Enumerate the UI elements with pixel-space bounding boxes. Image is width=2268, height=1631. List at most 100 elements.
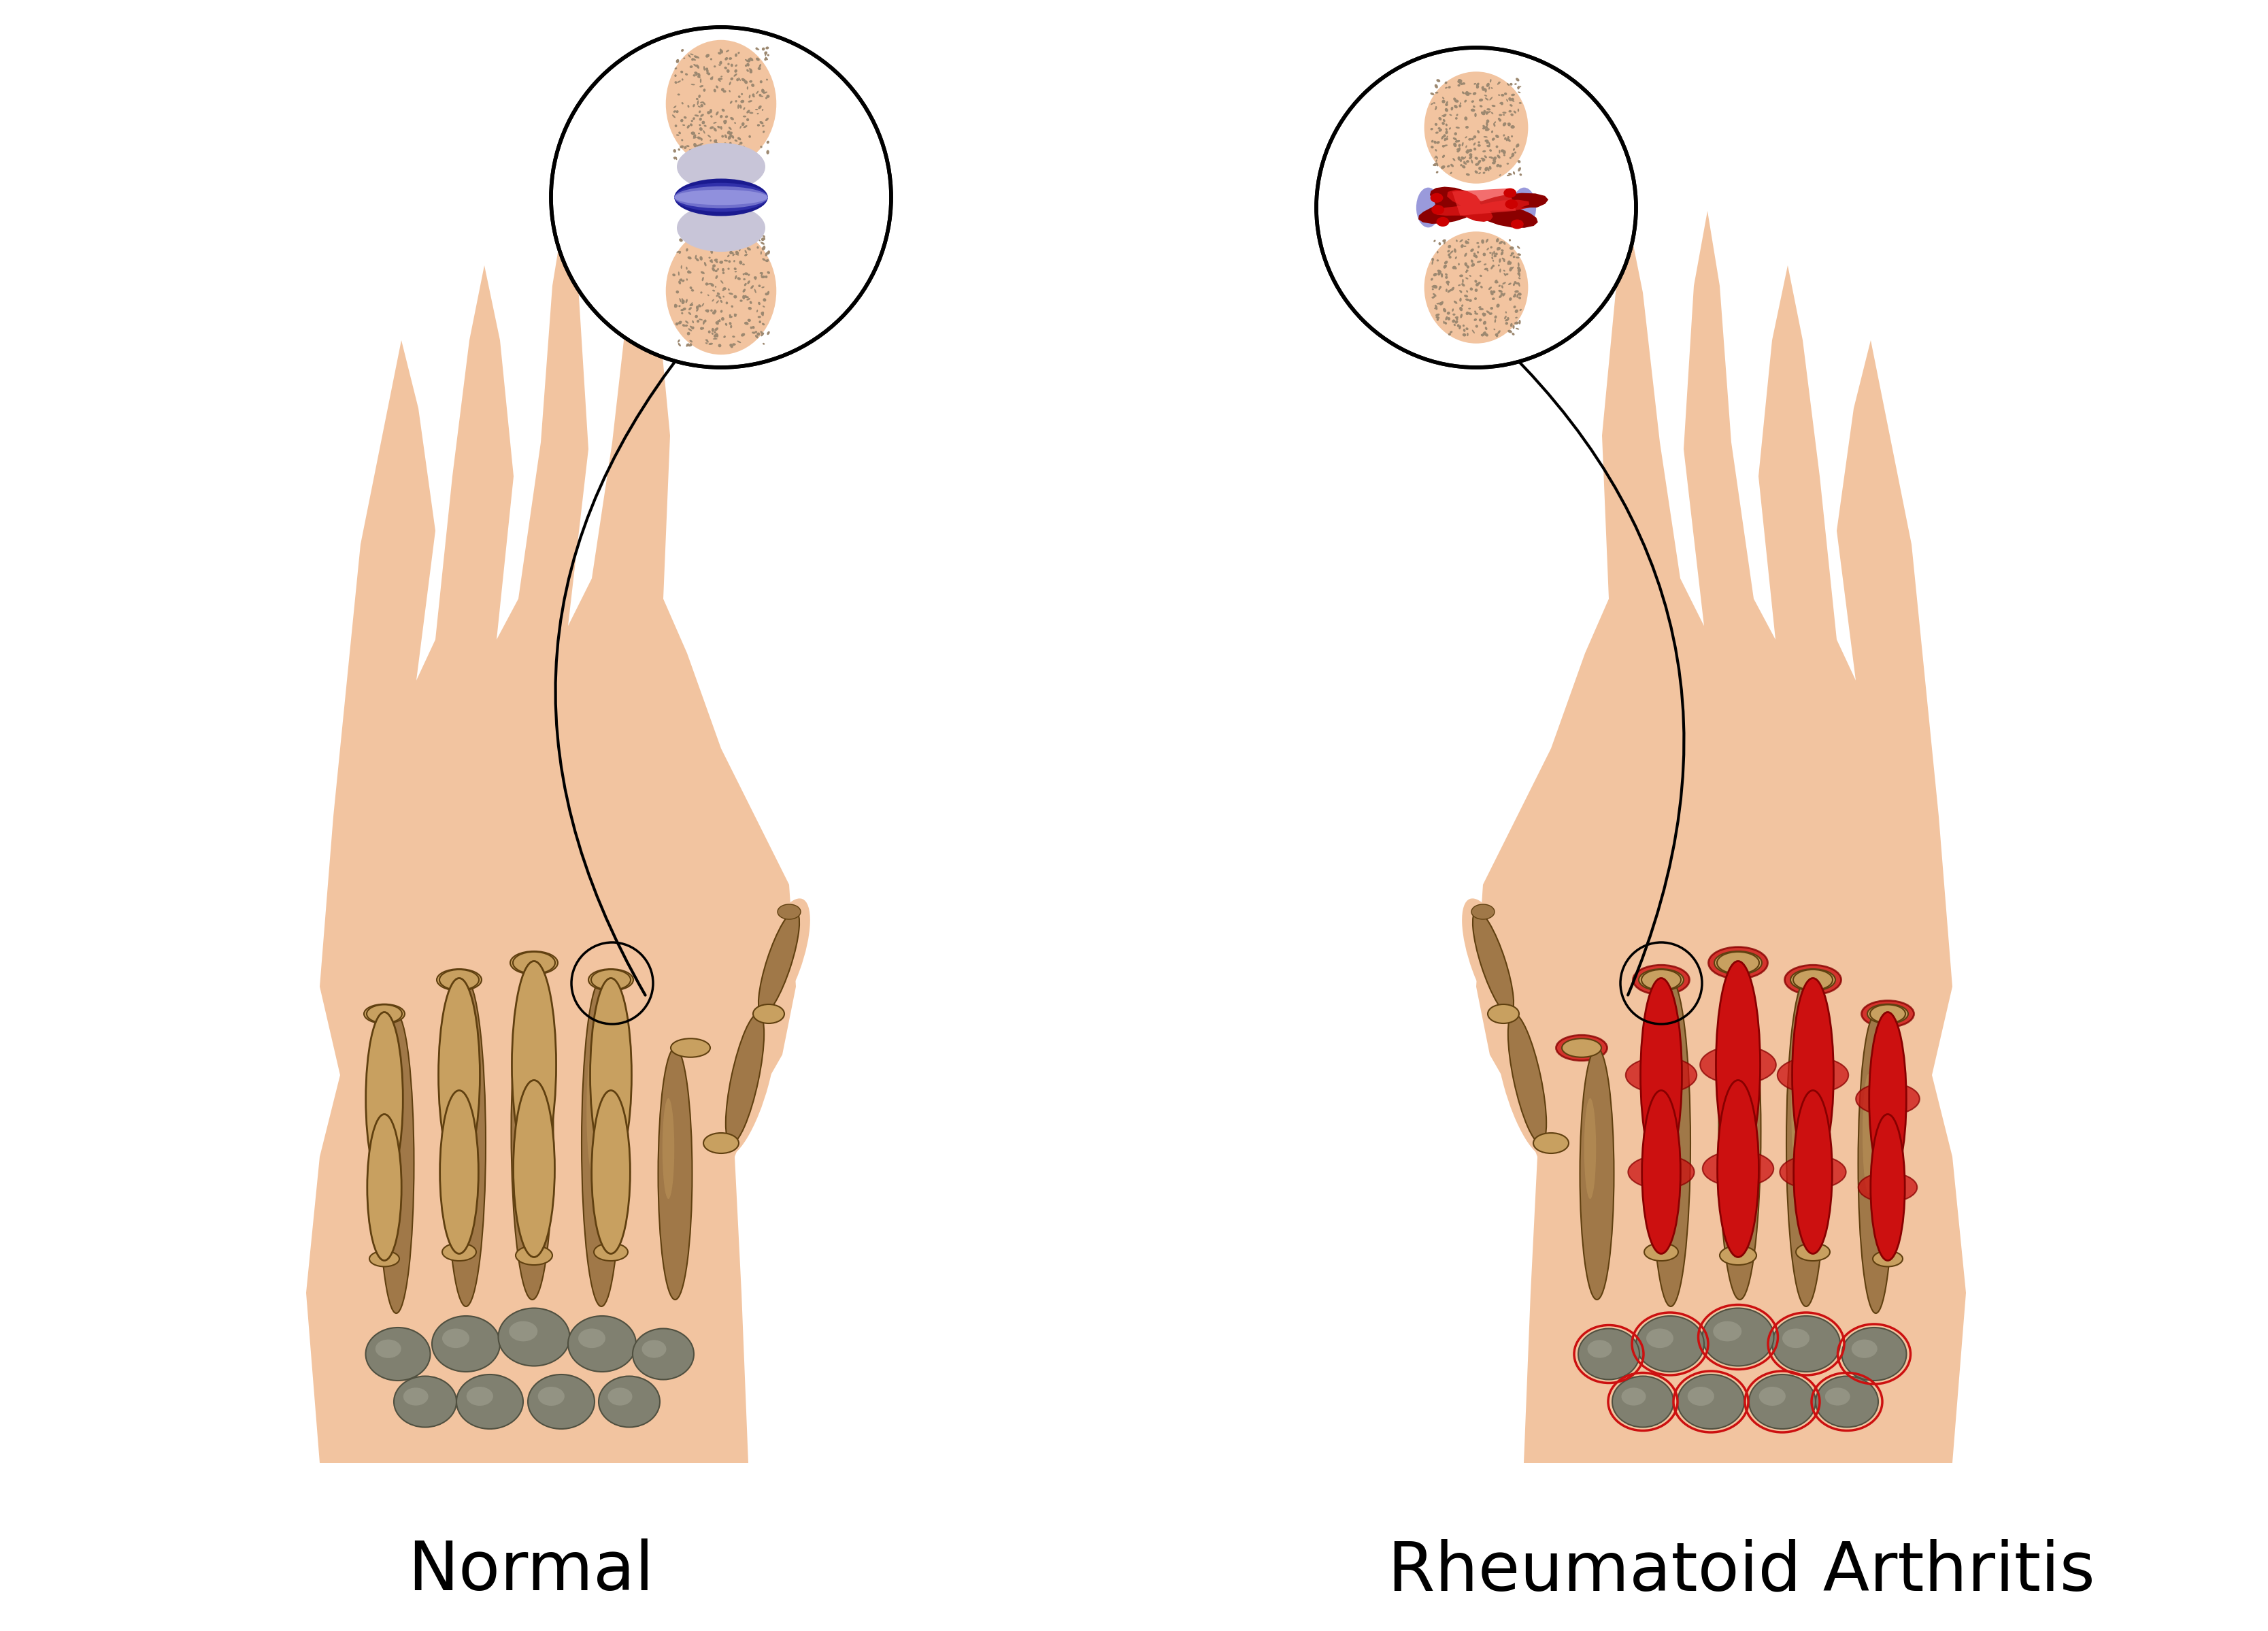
Ellipse shape — [755, 277, 758, 281]
Ellipse shape — [692, 119, 694, 122]
Ellipse shape — [1433, 272, 1438, 276]
Ellipse shape — [1458, 104, 1461, 108]
Ellipse shape — [363, 1174, 406, 1209]
Ellipse shape — [710, 310, 712, 312]
Ellipse shape — [510, 962, 553, 1300]
Ellipse shape — [1458, 284, 1461, 285]
Ellipse shape — [1481, 88, 1486, 91]
Ellipse shape — [1799, 992, 1828, 1059]
Ellipse shape — [744, 250, 746, 253]
Ellipse shape — [1783, 1085, 1844, 1178]
Ellipse shape — [1447, 290, 1452, 292]
Ellipse shape — [1486, 126, 1488, 129]
Ellipse shape — [1465, 240, 1467, 245]
Ellipse shape — [1508, 282, 1510, 285]
Ellipse shape — [1438, 303, 1442, 305]
Ellipse shape — [1499, 290, 1504, 292]
Ellipse shape — [499, 1308, 569, 1367]
Ellipse shape — [599, 1173, 624, 1192]
Ellipse shape — [1510, 267, 1513, 271]
Ellipse shape — [513, 1080, 556, 1258]
Ellipse shape — [1486, 248, 1490, 250]
Ellipse shape — [633, 1329, 694, 1380]
Ellipse shape — [1458, 144, 1461, 147]
Ellipse shape — [1438, 269, 1442, 272]
Ellipse shape — [717, 80, 721, 82]
Ellipse shape — [1481, 111, 1486, 116]
Ellipse shape — [687, 54, 692, 57]
Ellipse shape — [1470, 148, 1472, 152]
Ellipse shape — [1445, 103, 1447, 106]
Ellipse shape — [1588, 1341, 1613, 1359]
Ellipse shape — [751, 326, 755, 329]
Ellipse shape — [746, 69, 748, 72]
Ellipse shape — [1467, 139, 1472, 140]
Ellipse shape — [1483, 155, 1488, 158]
Polygon shape — [1433, 189, 1531, 222]
Ellipse shape — [735, 315, 737, 316]
Ellipse shape — [1470, 259, 1474, 263]
Ellipse shape — [676, 290, 678, 294]
Ellipse shape — [538, 1386, 565, 1406]
Ellipse shape — [1871, 1086, 1905, 1104]
Ellipse shape — [676, 111, 678, 113]
Ellipse shape — [739, 142, 742, 145]
Ellipse shape — [1637, 1160, 1685, 1194]
Ellipse shape — [712, 312, 717, 315]
Ellipse shape — [374, 1039, 383, 1070]
Ellipse shape — [694, 315, 699, 318]
Ellipse shape — [1728, 1209, 1737, 1235]
Ellipse shape — [742, 289, 746, 292]
Ellipse shape — [1492, 157, 1497, 160]
Ellipse shape — [1508, 261, 1510, 264]
Ellipse shape — [596, 1103, 624, 1160]
Ellipse shape — [748, 300, 753, 303]
Ellipse shape — [1497, 163, 1499, 166]
Ellipse shape — [1456, 148, 1458, 150]
Ellipse shape — [1495, 333, 1499, 338]
Ellipse shape — [746, 281, 751, 284]
Ellipse shape — [733, 344, 735, 346]
Ellipse shape — [1495, 121, 1497, 124]
Ellipse shape — [515, 1156, 553, 1178]
Ellipse shape — [710, 109, 712, 113]
Ellipse shape — [1520, 173, 1522, 176]
Ellipse shape — [1878, 1137, 1887, 1163]
Ellipse shape — [1510, 254, 1513, 256]
Ellipse shape — [710, 77, 714, 80]
Ellipse shape — [735, 276, 737, 279]
Ellipse shape — [760, 121, 764, 124]
Ellipse shape — [671, 1039, 710, 1057]
Ellipse shape — [1445, 139, 1447, 140]
Ellipse shape — [1474, 157, 1479, 160]
Ellipse shape — [689, 153, 694, 157]
Ellipse shape — [730, 147, 733, 150]
Ellipse shape — [513, 961, 556, 1169]
Ellipse shape — [674, 186, 769, 209]
Ellipse shape — [701, 328, 703, 329]
Ellipse shape — [1510, 114, 1513, 116]
Ellipse shape — [712, 122, 717, 124]
Ellipse shape — [746, 60, 748, 62]
Ellipse shape — [687, 328, 692, 331]
Ellipse shape — [1456, 318, 1458, 320]
Ellipse shape — [674, 189, 769, 206]
Ellipse shape — [721, 135, 723, 137]
Ellipse shape — [1440, 302, 1442, 305]
Ellipse shape — [1472, 106, 1474, 108]
Ellipse shape — [753, 276, 758, 279]
Ellipse shape — [1678, 1375, 1744, 1429]
Ellipse shape — [678, 321, 683, 325]
Ellipse shape — [1717, 1050, 1760, 1073]
Ellipse shape — [1472, 99, 1474, 103]
Ellipse shape — [1465, 269, 1467, 272]
Ellipse shape — [1517, 168, 1522, 171]
Ellipse shape — [717, 126, 721, 129]
Ellipse shape — [1510, 246, 1515, 250]
Ellipse shape — [689, 339, 692, 343]
Ellipse shape — [1454, 248, 1456, 253]
Ellipse shape — [710, 116, 712, 117]
Ellipse shape — [662, 1098, 674, 1199]
Ellipse shape — [1517, 253, 1522, 256]
Ellipse shape — [726, 246, 730, 250]
